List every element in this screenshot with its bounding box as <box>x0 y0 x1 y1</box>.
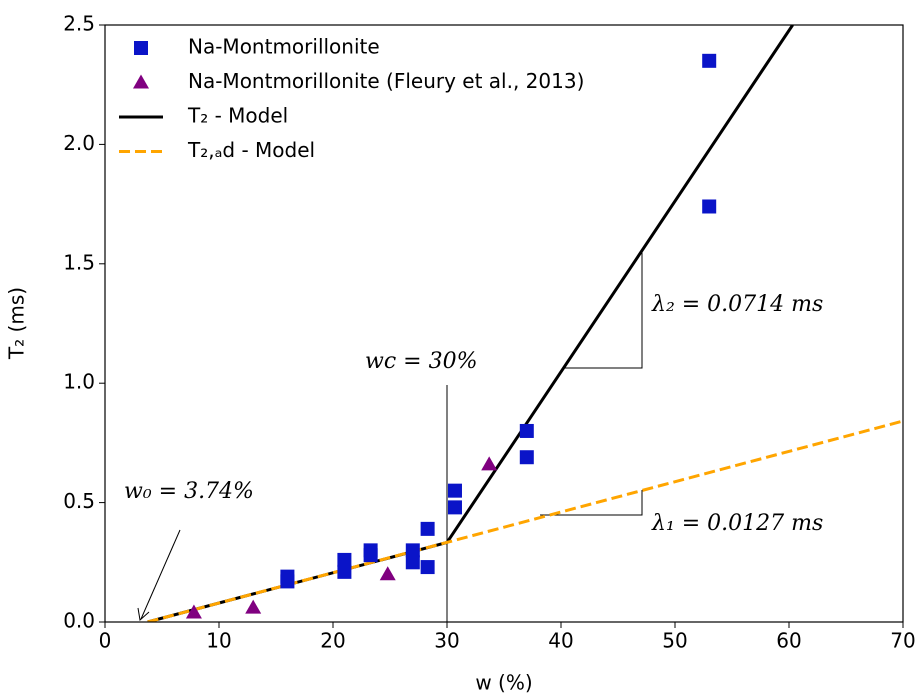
data-point <box>280 569 295 584</box>
slope-triangle <box>562 252 643 369</box>
data-point <box>405 555 420 570</box>
data-point <box>405 543 420 558</box>
legend-marker <box>133 74 149 89</box>
legend-label: Na-Montmorillonite <box>188 35 380 59</box>
y-tick-label: 1.5 <box>63 250 95 274</box>
x-tick-label: 40 <box>548 629 573 653</box>
y-tick-label: 2.0 <box>63 131 95 155</box>
slope-triangle <box>540 490 643 516</box>
data-point <box>702 53 717 68</box>
x-tick-label: 0 <box>99 629 112 653</box>
legend-label: T₂,ₐd - Model <box>187 138 315 162</box>
data-point <box>245 599 262 614</box>
plot-frame <box>104 24 904 623</box>
data-point <box>337 564 352 579</box>
legend-label: Na-Montmorillonite (Fleury et al., 2013) <box>188 69 584 93</box>
y-tick-label: 0.5 <box>63 489 95 513</box>
legend-label: T₂ - Model <box>187 104 288 128</box>
data-point <box>363 548 378 563</box>
data-point <box>447 500 462 515</box>
annotation: w₀ = 3.74% <box>124 479 254 504</box>
data-point <box>481 456 498 471</box>
annotation: λ₁ = 0.0127 ms <box>651 511 823 536</box>
arrow-head <box>137 607 150 621</box>
legend-marker <box>134 41 148 55</box>
x-tick-label: 30 <box>434 629 459 653</box>
x-tick-label: 10 <box>206 629 231 653</box>
data-point <box>379 566 396 581</box>
y-tick-label: 0.0 <box>63 609 95 633</box>
y-tick-label: 2.5 <box>63 12 95 36</box>
data-point <box>519 450 534 465</box>
data-point <box>702 199 717 214</box>
data-point <box>420 521 435 536</box>
y-tick-label: 1.0 <box>63 370 95 394</box>
arrow <box>140 529 181 620</box>
x-tick-label: 60 <box>776 629 801 653</box>
x-tick-label: 20 <box>320 629 345 653</box>
x-tick-label: 50 <box>662 629 687 653</box>
annotation: λ₂ = 0.0714 ms <box>651 292 823 317</box>
x-axis-label: w (%) <box>475 671 532 695</box>
data-point <box>447 483 462 498</box>
data-point <box>519 423 534 438</box>
data-point <box>337 552 352 567</box>
model-line <box>147 419 903 622</box>
data-point <box>185 604 202 619</box>
data-point <box>420 560 435 575</box>
y-axis-label: T₂ (ms) <box>5 287 29 360</box>
annotation: wc = 30% <box>365 349 477 374</box>
x-tick-label: 70 <box>890 629 915 653</box>
